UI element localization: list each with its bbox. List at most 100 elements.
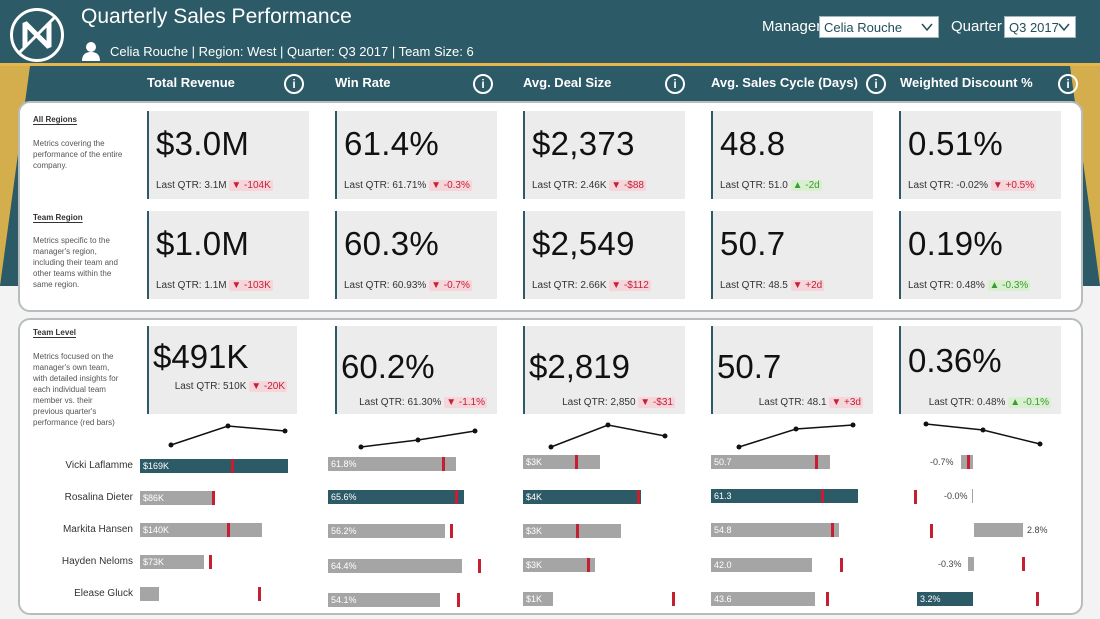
info-icon[interactable]: i — [284, 74, 304, 94]
kpi-value: $1.0M — [156, 225, 250, 262]
sales-cycle-bar[interactable]: 43.6 — [711, 592, 815, 606]
report-subtitle: Celia Rouche | Region: West | Quarter: Q… — [110, 43, 474, 59]
user-icon — [82, 42, 100, 61]
last-qtr-label: Last QTR: — [908, 280, 957, 291]
kpi-delta: ▲ -0.1% — [1008, 397, 1051, 408]
previous-quarter-marker — [227, 523, 230, 537]
discount-value: -0.7% — [930, 457, 954, 467]
last-qtr-value: 1.1M — [204, 280, 227, 291]
previous-quarter-marker — [914, 490, 917, 504]
section-desc-all-regions: Metrics covering the performance of the … — [33, 139, 123, 170]
section-desc-team-level: Metrics focused on the manager's own tea… — [33, 352, 119, 427]
sales-cycle-bar[interactable]: 42.0 — [711, 558, 812, 572]
discount-bar[interactable] — [974, 523, 1023, 537]
last-qtr-value: 2.46K — [580, 180, 607, 191]
kpi-last-quarter: Last QTR: -0.02% ▼ +0.5% — [908, 180, 1037, 191]
column-header-win-rate: Win Rate i — [335, 74, 495, 96]
column-header-total-revenue: Total Revenue i — [147, 74, 307, 96]
manager-select[interactable]: Celia Rouche — [819, 16, 939, 38]
kpi-value: 50.7 — [717, 348, 782, 385]
deal-size-bar[interactable]: $4K — [523, 490, 641, 504]
previous-quarter-marker — [637, 490, 640, 504]
last-qtr-value: 0.48% — [956, 280, 985, 291]
win-rate-bar[interactable]: 56.2% — [328, 524, 445, 538]
last-qtr-label: Last QTR: — [908, 180, 957, 191]
win-rate-bar[interactable]: 65.6% — [328, 490, 464, 504]
previous-quarter-marker — [575, 455, 578, 469]
previous-quarter-marker — [930, 524, 933, 538]
kpi-card-team-sales-cycle: 50.7 Last QTR: 48.1 ▼ +3d — [711, 326, 873, 414]
last-qtr-label: Last QTR: — [344, 280, 393, 291]
discount-bar[interactable] — [972, 489, 973, 503]
last-qtr-value: 510K — [223, 381, 247, 392]
kpi-delta: ▼ -$112 — [609, 280, 651, 291]
previous-quarter-marker — [967, 455, 970, 469]
win-rate-bar[interactable]: 54.1% — [328, 593, 440, 607]
kpi-delta: ▼ +3d — [829, 397, 863, 408]
sales-cycle-bar[interactable]: 61.3 — [711, 489, 858, 503]
revenue-bar[interactable]: $86K — [140, 491, 214, 505]
previous-quarter-marker — [587, 558, 590, 572]
last-qtr-value: 61.71% — [392, 180, 427, 191]
deal-size-bar[interactable]: $3K — [523, 558, 595, 572]
report-header: Quarterly Sales Performance Celia Rouche… — [0, 0, 1100, 66]
sparkline-total-revenue — [168, 423, 288, 448]
win-rate-bar[interactable]: 64.4% — [328, 559, 462, 573]
kpi-last-quarter: Last QTR: 48.1 ▼ +3d — [759, 397, 863, 408]
kpi-card-all-sales-cycle: 48.8 Last QTR: 51.0 ▲ -2d — [711, 111, 873, 199]
revenue-bar[interactable]: $169K — [140, 459, 288, 473]
previous-quarter-marker — [442, 457, 445, 471]
revenue-bar[interactable]: $73K — [140, 555, 204, 569]
kpi-delta: ▼ -0.7% — [429, 280, 472, 291]
column-header-avg-deal-size: Avg. Deal Size i — [523, 74, 685, 96]
kpi-card-region-total-revenue: $1.0M Last QTR: 1.1M ▼ -103K — [147, 211, 309, 299]
kpi-value: 0.36% — [908, 342, 1002, 379]
deal-size-bar[interactable]: $3K — [523, 524, 621, 538]
column-header-label: Weighted Discount % — [900, 75, 1033, 90]
last-qtr-label: Last QTR: — [156, 280, 205, 291]
kpi-delta: ▲ -2d — [790, 180, 822, 191]
sales-cycle-bar[interactable]: 50.7 — [711, 455, 830, 469]
kpi-last-quarter: Last QTR: 3.1M ▼ -104K — [156, 180, 273, 191]
column-header-label: Avg. Sales Cycle (Days) — [711, 75, 858, 90]
section-title-team-region: Team Region — [33, 213, 83, 222]
kpi-value: $2,549 — [532, 225, 635, 262]
kpi-last-quarter: Last QTR: 0.48% ▲ -0.1% — [929, 397, 1051, 408]
previous-quarter-marker — [815, 455, 818, 469]
deal-size-bar[interactable]: $3K — [523, 455, 600, 469]
previous-quarter-marker — [450, 524, 453, 538]
previous-quarter-marker — [231, 459, 234, 473]
kpi-last-quarter: Last QTR: 61.71% ▼ -0.3% — [344, 180, 472, 191]
info-icon[interactable]: i — [665, 74, 685, 94]
kpi-value: 0.19% — [908, 225, 1004, 262]
discount-bar[interactable]: 3.2% — [917, 592, 973, 606]
kpi-delta: ▼ -$88 — [609, 180, 646, 191]
kpi-delta: ▼ -20K — [249, 381, 287, 392]
sales-cycle-bar[interactable]: 54.8 — [711, 523, 839, 537]
kpi-card-region-sales-cycle: 50.7 Last QTR: 48.5 ▼ +2d — [711, 211, 873, 299]
info-icon[interactable]: i — [473, 74, 493, 94]
info-icon[interactable]: i — [866, 74, 886, 94]
team-member-name: Vicki Laflamme — [65, 460, 133, 471]
section-desc-team-region: Metrics specific to the manager's region… — [33, 236, 118, 289]
win-rate-bar[interactable]: 61.8% — [328, 457, 456, 471]
revenue-bar[interactable] — [140, 587, 159, 601]
last-qtr-value: 61.30% — [407, 397, 442, 408]
team-member-name: Hayden Neloms — [61, 556, 133, 567]
deal-size-bar[interactable]: $1K — [523, 592, 553, 606]
kpi-card-all-weighted-discount: 0.51% Last QTR: -0.02% ▼ +0.5% — [899, 111, 1061, 199]
info-icon[interactable]: i — [1058, 74, 1078, 94]
previous-quarter-marker — [821, 489, 824, 503]
team-member-name: Markita Hansen — [62, 524, 133, 535]
quarter-select[interactable]: Q3 2017 — [1004, 16, 1076, 38]
last-qtr-label: Last QTR: — [174, 381, 224, 392]
column-header-weighted-discount: Weighted Discount % i — [900, 74, 1080, 96]
kpi-card-all-avg-deal-size: $2,373 Last QTR: 2.46K ▼ -$88 — [523, 111, 685, 199]
discount-bar[interactable] — [968, 557, 974, 571]
revenue-bar[interactable]: $140K — [140, 523, 262, 537]
previous-quarter-marker — [672, 592, 675, 606]
last-qtr-label: Last QTR: — [928, 397, 978, 408]
kpi-card-team-weighted-discount: 0.36% Last QTR: 0.48% ▲ -0.1% — [899, 326, 1061, 414]
kpi-last-quarter: Last QTR: 60.93% ▼ -0.7% — [344, 280, 472, 291]
previous-quarter-marker — [1022, 557, 1025, 571]
